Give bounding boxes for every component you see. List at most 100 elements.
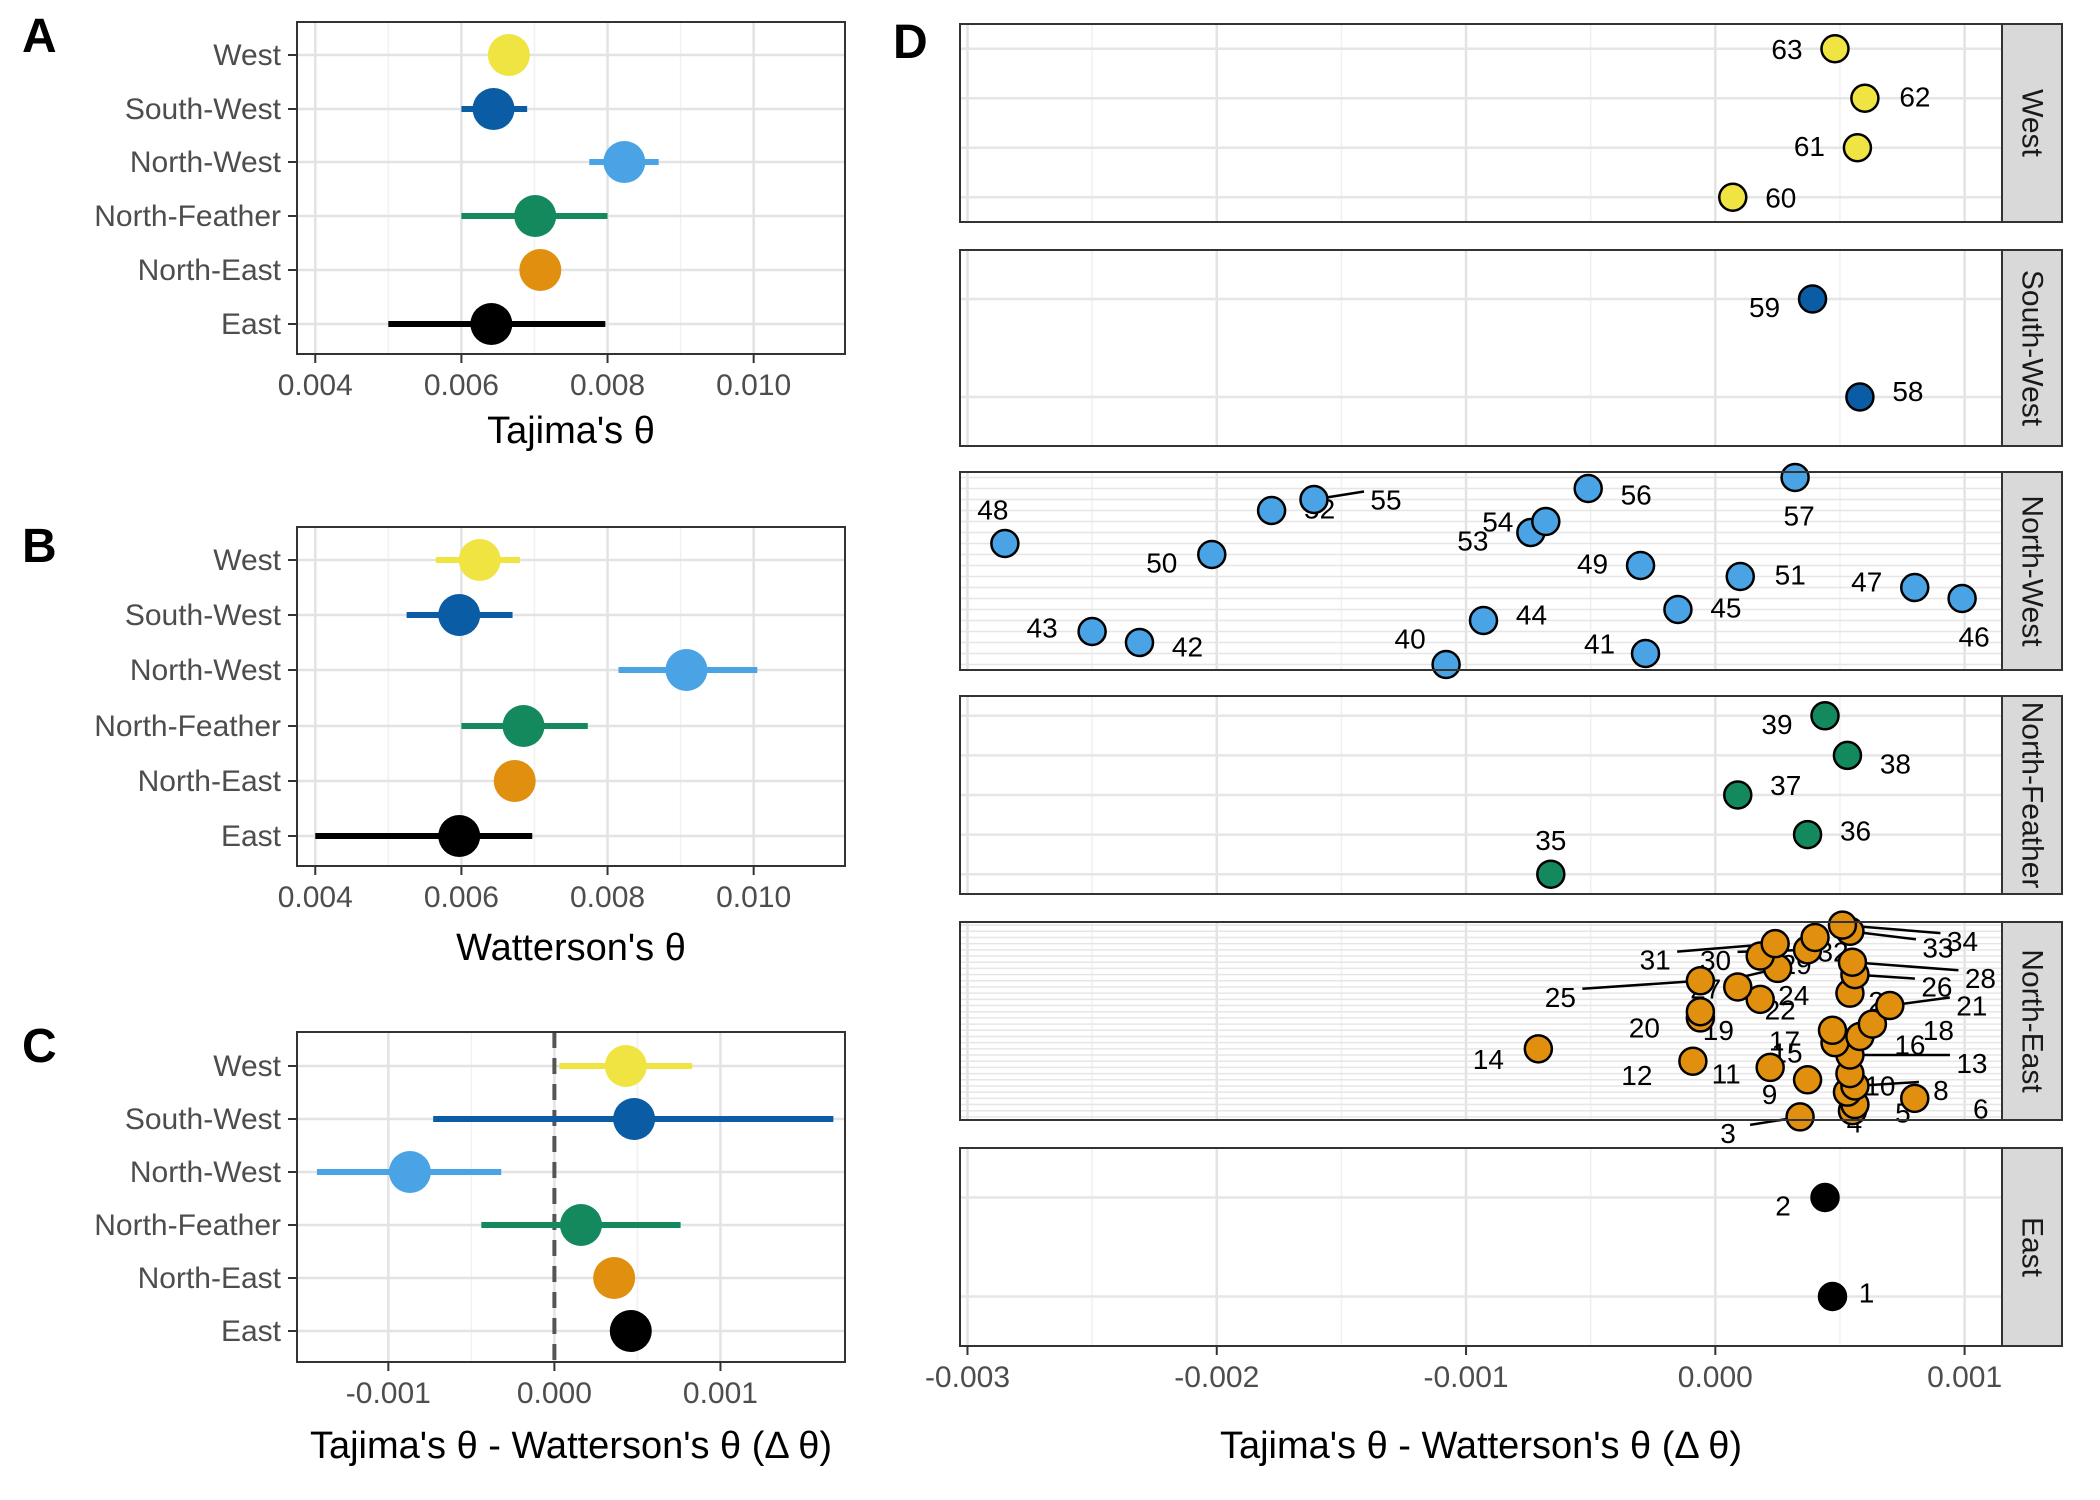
facet-north-east: 3456789101112131415161718192021222324252… [959, 910, 2063, 1149]
sample-label: 62 [1899, 81, 1930, 112]
x-tick-label: -0.003 [925, 1361, 1010, 1394]
x-axis-title: Tajima's θ [487, 410, 655, 452]
point-south-west [438, 594, 481, 636]
y-tick-label: North-West [130, 654, 282, 687]
x-tick-label: 0.010 [716, 369, 791, 402]
point-east [438, 815, 481, 857]
y-tick-label: East [221, 1315, 282, 1348]
facet-strip [2001, 23, 2063, 223]
sample-point [1785, 1102, 1815, 1132]
point-east [470, 303, 513, 345]
sample-label: 45 [1710, 593, 1741, 624]
sample-point [1792, 1065, 1823, 1095]
facet-strip-label: West [2016, 89, 2049, 157]
sample-point [1755, 1052, 1785, 1083]
sample-point [1760, 928, 1790, 959]
x-tick-label: 0.000 [1678, 1361, 1753, 1394]
sample-label: 57 [1784, 501, 1815, 532]
sample-label: 54 [1482, 507, 1513, 538]
facet-strip-label: East [2016, 1217, 2049, 1278]
sample-label: 40 [1395, 624, 1426, 655]
sample-point [1817, 1015, 1848, 1046]
sample-label: 51 [1775, 560, 1806, 591]
y-tick-label: South-West [125, 93, 282, 126]
sample-point [1531, 506, 1561, 537]
y-tick-label: North-East [138, 765, 282, 798]
y-tick-label: East [221, 820, 282, 853]
y-tick-label: West [213, 39, 281, 72]
x-tick-label: 0.006 [424, 881, 499, 914]
y-tick-label: North-East [138, 1262, 282, 1295]
point-east [609, 1310, 652, 1352]
sample-label: 48 [977, 495, 1008, 526]
facet-strip [2001, 695, 2063, 895]
point-west [458, 539, 501, 581]
sample-point [1820, 34, 1850, 64]
panel-c: C West South-West North-West North-Feather No… [22, 1020, 846, 1467]
sample-point [1837, 947, 1868, 977]
panel-letter: B [22, 520, 57, 573]
x-axis-title: Tajima's θ - Watterson's θ (Δ θ) [1220, 1425, 1742, 1467]
sample-label: 1 [1859, 1278, 1875, 1309]
sample-label: 28 [1965, 963, 1996, 994]
sample-label: 14 [1473, 1044, 1504, 1075]
sample-label: 31 [1640, 945, 1671, 976]
panel-border [296, 21, 846, 355]
sample-point [1725, 561, 1756, 592]
sample-label: 43 [1027, 613, 1058, 644]
sample-label: 41 [1584, 629, 1615, 660]
y-tick-label: West [213, 544, 281, 577]
sample-point [1431, 649, 1461, 680]
sample-label: 60 [1765, 182, 1796, 213]
sample-label: 42 [1172, 632, 1203, 663]
sample-point [1536, 859, 1566, 889]
sample-label: 61 [1794, 131, 1825, 162]
x-tick-label: -0.001 [346, 1377, 431, 1410]
x-tick-label: -0.001 [1424, 1361, 1509, 1394]
sample-point [1800, 922, 1830, 953]
sample-point [1468, 605, 1499, 636]
point-north-west [603, 141, 646, 183]
facet-south-west: 58 59 South-West [959, 249, 2063, 447]
point-north-east [593, 1257, 636, 1299]
sample-point [1792, 819, 1823, 850]
facet-strip [2001, 921, 2063, 1121]
sample-label: 17 [1769, 1025, 1800, 1056]
point-west [487, 34, 530, 76]
y-tick-label: North-West [130, 1156, 282, 1189]
x-tick-label: -0.002 [1174, 1361, 1259, 1394]
point-north-west [388, 1151, 431, 1193]
sample-label: 21 [1956, 991, 1987, 1022]
sample-label: 18 [1923, 1015, 1954, 1046]
point-west [604, 1045, 647, 1087]
label-leader [1582, 979, 1701, 991]
x-tick-label: 0.000 [517, 1377, 592, 1410]
point-south-west [613, 1098, 656, 1140]
sample-point [1685, 966, 1716, 996]
x-axis-title: Watterson's θ [456, 927, 686, 969]
sample-label: 47 [1851, 567, 1882, 598]
sample-label: 36 [1840, 816, 1871, 847]
panel-border [296, 1031, 846, 1363]
sample-label: 58 [1892, 376, 1923, 407]
sample-point [1299, 484, 1329, 515]
sample-point [1523, 1034, 1554, 1064]
label-leader [1852, 960, 1959, 972]
sample-label: 24 [1778, 980, 1809, 1011]
sample-label: 37 [1770, 770, 1801, 801]
x-tick-label: 0.004 [278, 881, 353, 914]
sample-point [1630, 638, 1661, 669]
y-tick-label: East [221, 308, 282, 341]
point-north-feather [559, 1204, 602, 1246]
panel-border [296, 526, 846, 867]
x-tick-label: 0.001 [1927, 1361, 2002, 1394]
sample-label: 34 [1947, 926, 1978, 957]
sample-point [1625, 550, 1656, 581]
point-north-east [519, 249, 562, 291]
sample-label: 11 [1712, 1058, 1741, 1089]
x-tick-label: 0.001 [683, 1377, 758, 1410]
point-north-west [665, 649, 708, 691]
sample-label: 2 [1775, 1191, 1791, 1222]
sample-point [1573, 473, 1603, 504]
sample-label: 26 [1921, 972, 1952, 1003]
